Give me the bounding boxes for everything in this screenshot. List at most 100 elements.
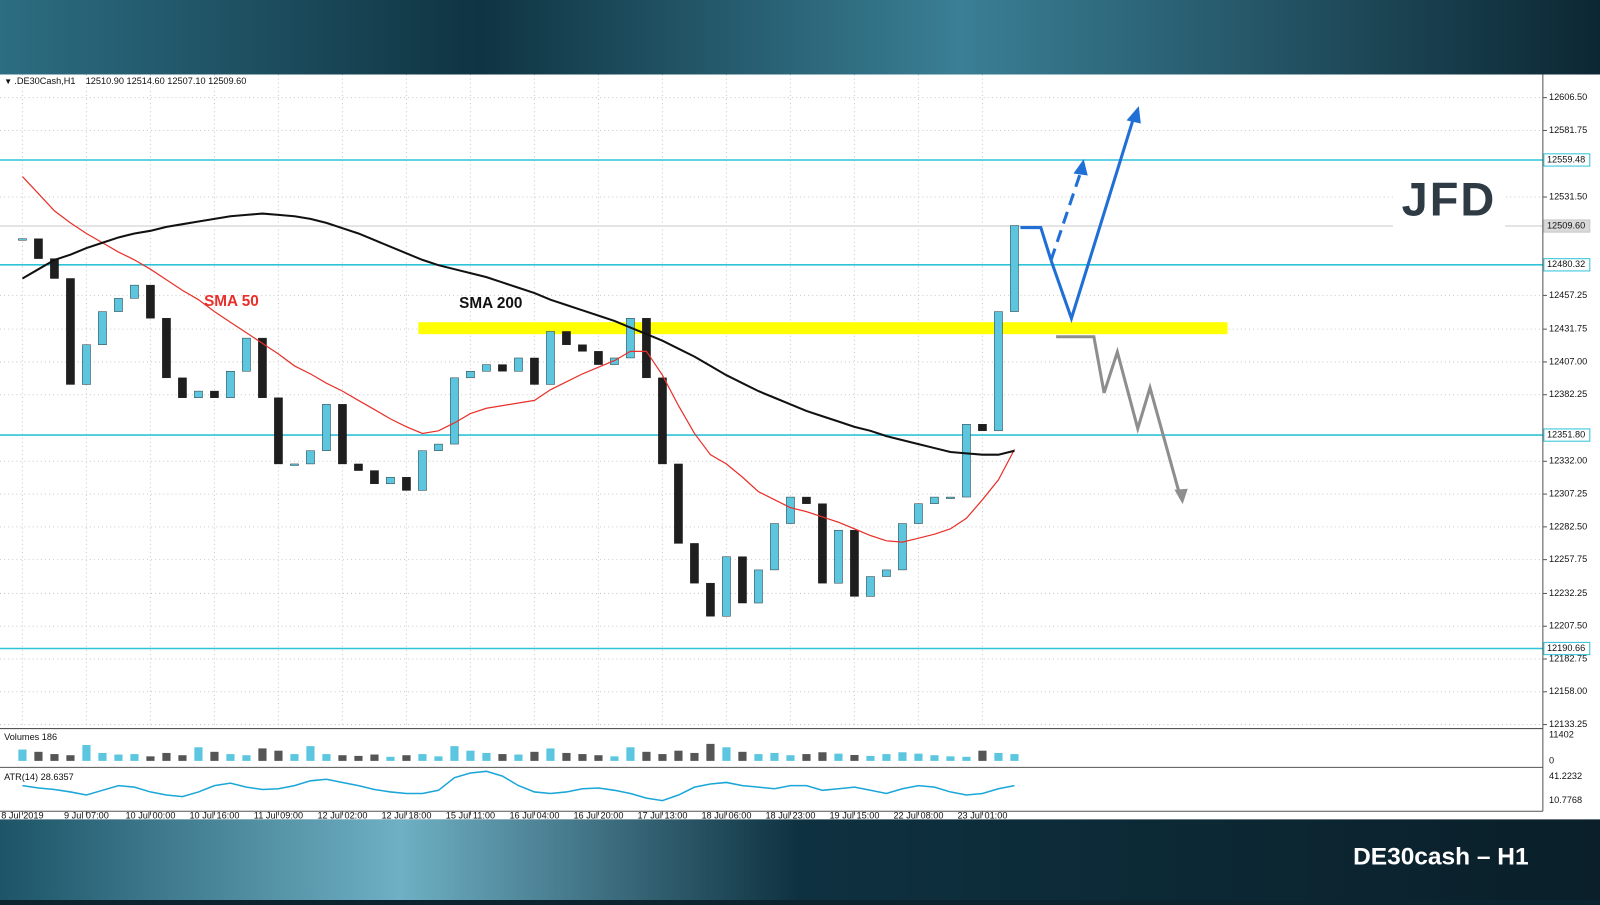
sma200-label: SMA 200 (459, 295, 522, 312)
volume-bar (482, 752, 491, 761)
level-tag (1543, 428, 1591, 442)
volume-bar (562, 752, 571, 761)
candle (546, 331, 555, 385)
volume-bar (722, 747, 731, 761)
volume-bar (802, 754, 811, 761)
arrow-head (1073, 159, 1088, 176)
atr-tick-label: 10.7768 (1549, 795, 1582, 805)
candle (946, 496, 955, 499)
y-tick-label: 12382.25 (1549, 389, 1587, 399)
volume-bar (594, 755, 603, 761)
candle (994, 311, 1003, 432)
x-tick-label: 19 Jul 15:00 (829, 811, 879, 821)
volume-bar (882, 754, 891, 761)
candle (114, 298, 123, 312)
candle (338, 404, 347, 465)
volume-bar (66, 755, 75, 761)
candle (914, 503, 923, 524)
volume-bar (690, 752, 699, 761)
volume-bar (610, 756, 619, 761)
y-tick-label: 12182.75 (1549, 653, 1587, 663)
volume-bar (674, 750, 683, 761)
volume-bar (226, 754, 235, 761)
volume-bar (402, 755, 411, 761)
level-tag (1543, 153, 1591, 167)
volume-bar (434, 756, 443, 761)
volume-bar (578, 754, 587, 761)
y-tick-label: 12581.75 (1549, 125, 1587, 135)
candle (50, 258, 59, 279)
candle (34, 238, 43, 259)
volume-bar (418, 754, 427, 761)
candle (770, 523, 779, 571)
candle (354, 463, 363, 471)
chart-panel (0, 74, 1600, 820)
volume-bar (194, 747, 203, 761)
candle (658, 377, 667, 465)
volume-bar (946, 756, 955, 761)
volume-bar (386, 756, 395, 761)
volume-bar (530, 751, 539, 761)
candle (866, 576, 875, 597)
volume-tick-label: 11402 (1549, 729, 1574, 739)
candle (562, 331, 571, 345)
symbol-label: .DE30Cash,H1 (14, 76, 75, 86)
candle (642, 318, 651, 379)
level-tag (1543, 641, 1591, 656)
candle (802, 496, 811, 504)
volume-bar (930, 755, 939, 761)
x-tick-label: 12 Jul 18:00 (381, 811, 431, 821)
x-tick-label: 8 Jul 2019 (1, 811, 43, 821)
logo: JFD (1402, 173, 1497, 225)
volume-bar (626, 747, 635, 761)
footer-title: DE30cash – H1 (1353, 844, 1528, 871)
x-tick-label: 10 Jul 00:00 (125, 811, 175, 821)
candle (978, 423, 987, 432)
candle (706, 582, 715, 617)
candle (738, 556, 747, 604)
x-tick-label: 9 Jul 07:00 (64, 811, 109, 821)
candle (594, 351, 603, 365)
volume-bar (994, 752, 1003, 761)
candle (690, 543, 699, 584)
candle (306, 450, 315, 465)
candle (242, 337, 251, 372)
volume-bar (658, 754, 667, 761)
y-tick-label: 12332.00 (1549, 456, 1587, 466)
volume-bar (114, 754, 123, 761)
x-tick-label: 23 Jul 01:00 (957, 811, 1007, 821)
x-tick-label: 17 Jul 13:00 (637, 811, 687, 821)
sma50-label: SMA 50 (204, 293, 259, 310)
candle (674, 463, 683, 544)
candle (626, 318, 635, 359)
x-tick-label: 16 Jul 04:00 (509, 811, 559, 821)
candle (194, 390, 203, 398)
collapse-icon: ▼ (4, 77, 12, 86)
candle (226, 371, 235, 398)
y-tick-label: 12158.00 (1549, 686, 1587, 696)
level-tag (1543, 219, 1591, 233)
volume-bar (34, 751, 43, 761)
level-tag (1543, 258, 1591, 272)
moving-average (22, 176, 1016, 543)
candle (498, 364, 507, 372)
x-tick-label: 18 Jul 06:00 (701, 811, 751, 821)
volume-bar (290, 754, 299, 761)
volume-bar (850, 754, 859, 761)
candle (162, 318, 171, 379)
volume-bar (450, 746, 459, 761)
candle (178, 377, 187, 398)
atr-label: ATR(14) 28.6357 (4, 772, 74, 782)
volume-bar (834, 753, 843, 761)
volume-bar (1010, 754, 1019, 761)
moving-average (21, 212, 1015, 456)
candle (290, 463, 299, 466)
volume-bar (258, 748, 267, 761)
level-label: 12559.48 (1547, 154, 1585, 164)
volume-bar (338, 755, 347, 761)
volume-bar (354, 755, 363, 761)
volume-bar (962, 756, 971, 761)
y-tick-label: 12606.50 (1549, 92, 1587, 102)
volume-bar (306, 746, 315, 761)
